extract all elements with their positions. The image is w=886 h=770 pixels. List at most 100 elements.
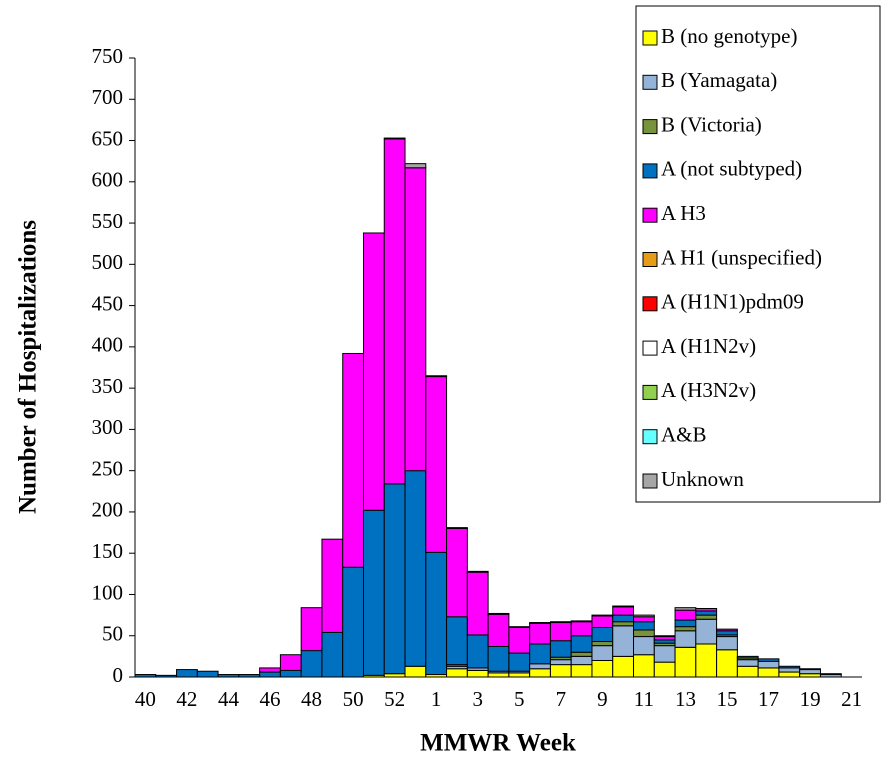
legend-label: A H1 (unspecified) — [661, 245, 822, 269]
bar-segment — [674, 630, 697, 648]
x-tick-label: 44 — [218, 687, 240, 711]
bar-segment — [653, 635, 676, 638]
x-tick-label: 19 — [800, 687, 821, 711]
bar-segment — [633, 616, 655, 623]
bar-segment — [529, 622, 551, 645]
legend-label: A (H1N1)pdm09 — [661, 290, 804, 314]
bar-segment — [695, 643, 718, 678]
bar-segment — [570, 620, 593, 623]
bar-segment — [674, 626, 697, 632]
y-tick-label: 400 — [92, 333, 124, 357]
bar-segment — [508, 672, 531, 678]
bar-segment — [466, 571, 489, 636]
bar-segment — [176, 669, 198, 678]
legend-label: B (Victoria) — [661, 112, 762, 136]
bar-segment — [716, 628, 738, 632]
bar-segment — [695, 618, 718, 645]
x-tick-label: 50 — [343, 687, 364, 711]
legend-label: A H3 — [661, 201, 706, 225]
y-tick-label: 700 — [92, 85, 124, 109]
y-tick-label: 200 — [92, 498, 124, 522]
x-tick-label: 40 — [135, 687, 156, 711]
bar-segment — [612, 605, 635, 608]
bar-segment — [653, 645, 676, 663]
bar-segment — [279, 669, 302, 678]
bar-segment — [342, 352, 364, 568]
bar-segment — [612, 606, 635, 616]
y-tick-label: 500 — [92, 250, 124, 274]
legend-swatch — [642, 119, 658, 135]
y-tick-label: 0 — [113, 663, 124, 687]
y-tick-label: 750 — [92, 44, 124, 68]
bar-segment — [529, 668, 551, 678]
legend-swatch — [642, 296, 658, 312]
legend-swatch — [642, 74, 658, 90]
legend-label: A (H3N2v) — [661, 378, 756, 402]
bar-segment — [487, 672, 510, 678]
bar-segment — [549, 640, 572, 658]
legend-swatch — [642, 163, 658, 179]
bar-segment — [383, 138, 406, 485]
y-tick-label: 250 — [92, 456, 124, 480]
bar-segment — [591, 641, 614, 647]
legend-swatch — [642, 30, 658, 46]
legend-label: A (not subtyped) — [661, 157, 802, 181]
bar-segment — [487, 612, 510, 615]
bar-segment — [529, 663, 551, 670]
bar-segment — [674, 646, 697, 678]
bar-segment — [633, 654, 655, 678]
bar-segment — [404, 163, 427, 169]
bar-segment — [487, 645, 510, 672]
bar-segment — [549, 664, 572, 678]
bar-segment — [736, 665, 759, 678]
bar-segment — [674, 619, 697, 628]
x-tick-label: 15 — [716, 687, 737, 711]
bar-segment — [757, 667, 780, 678]
legend-label: B (no genotype) — [661, 24, 797, 48]
bar-segment — [404, 470, 427, 667]
bar-segment — [591, 659, 614, 678]
bar-segment — [279, 654, 302, 671]
legend-swatch — [642, 473, 658, 489]
y-tick-label: 450 — [92, 291, 124, 315]
bar-segment — [591, 645, 614, 661]
bar-segment — [321, 538, 344, 633]
bar-segment — [508, 626, 531, 654]
bar-segment — [196, 670, 219, 678]
bar-segment — [446, 527, 468, 529]
y-tick-label: 300 — [92, 415, 124, 439]
bar-segment — [383, 137, 406, 140]
legend-swatch — [642, 340, 658, 356]
x-tick-label: 9 — [597, 687, 608, 711]
bar-segment — [570, 655, 593, 666]
legend-label: A&B — [661, 423, 707, 447]
bar-segment — [466, 669, 489, 678]
bar-segment — [778, 671, 801, 678]
bar-segment — [716, 649, 738, 678]
y-tick-label: 550 — [92, 209, 124, 233]
bar-segment — [612, 614, 635, 623]
x-tick-label: 11 — [634, 687, 654, 711]
bar-segment — [425, 375, 448, 378]
bar-segment — [591, 626, 614, 643]
bar-segment — [487, 613, 510, 647]
bar-segment — [778, 667, 801, 673]
x-axis-label: MMWR Week — [420, 730, 576, 757]
bar-segment — [425, 551, 448, 676]
bar-segment — [529, 622, 551, 624]
bar-segment — [612, 625, 635, 657]
legend-label: B (Yamagata) — [661, 68, 777, 92]
bar-segment — [549, 621, 572, 624]
y-tick-label: 100 — [92, 580, 124, 604]
legend-label: Unknown — [661, 467, 744, 491]
bar-segment — [799, 669, 821, 675]
bar-segment — [425, 376, 448, 553]
bar-segment — [466, 570, 489, 573]
legend-label: A (H1N2v) — [661, 334, 756, 358]
bar-segment — [446, 527, 468, 618]
bar-segment — [362, 232, 385, 511]
y-tick-label: 650 — [92, 126, 124, 150]
bar-segment — [300, 607, 323, 652]
